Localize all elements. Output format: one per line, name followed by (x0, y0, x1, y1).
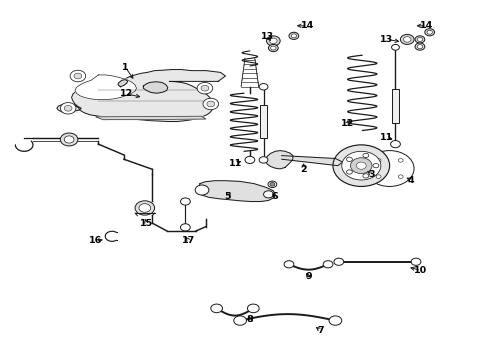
Text: 11: 11 (229, 159, 242, 168)
Circle shape (411, 258, 421, 265)
Circle shape (268, 181, 277, 188)
Polygon shape (198, 181, 275, 202)
Circle shape (197, 82, 213, 94)
Circle shape (350, 158, 372, 174)
Circle shape (356, 162, 366, 169)
Circle shape (391, 140, 400, 148)
Text: 16: 16 (89, 237, 102, 246)
Text: 5: 5 (224, 192, 231, 201)
Circle shape (400, 35, 414, 44)
Text: 14: 14 (420, 21, 433, 30)
Circle shape (333, 145, 390, 186)
Circle shape (245, 156, 255, 163)
Circle shape (417, 45, 422, 49)
Text: 12: 12 (341, 119, 354, 128)
Text: 12: 12 (120, 89, 133, 98)
Circle shape (363, 174, 369, 178)
Circle shape (323, 261, 333, 268)
Circle shape (398, 159, 403, 162)
Polygon shape (96, 116, 206, 120)
Circle shape (267, 36, 280, 46)
Circle shape (207, 101, 215, 107)
Text: 6: 6 (271, 192, 278, 201)
Circle shape (269, 44, 278, 51)
Bar (392, 89, 399, 123)
Circle shape (425, 29, 435, 36)
Circle shape (415, 36, 425, 43)
Text: 4: 4 (408, 176, 415, 185)
Text: 11: 11 (380, 133, 393, 142)
Circle shape (60, 133, 78, 146)
Text: 3: 3 (369, 170, 375, 179)
Circle shape (289, 32, 299, 40)
Text: 1: 1 (122, 63, 128, 72)
Text: 17: 17 (182, 237, 196, 246)
Circle shape (139, 204, 151, 212)
Circle shape (70, 70, 86, 82)
Circle shape (60, 103, 76, 114)
Circle shape (135, 201, 155, 215)
Circle shape (264, 191, 273, 198)
Circle shape (291, 34, 296, 38)
Text: 2: 2 (300, 165, 307, 174)
Circle shape (376, 159, 381, 162)
Bar (260, 105, 268, 138)
Circle shape (329, 316, 342, 325)
Polygon shape (282, 156, 343, 166)
Text: 8: 8 (246, 315, 253, 324)
Circle shape (376, 175, 381, 179)
Circle shape (417, 37, 422, 41)
Circle shape (270, 46, 276, 50)
Circle shape (180, 198, 190, 205)
Circle shape (74, 73, 82, 79)
Circle shape (270, 38, 277, 44)
Text: 7: 7 (318, 326, 324, 335)
Polygon shape (75, 75, 137, 100)
Circle shape (203, 98, 219, 110)
Circle shape (247, 304, 259, 313)
Circle shape (398, 175, 403, 179)
Circle shape (64, 136, 74, 143)
Circle shape (403, 37, 411, 42)
Polygon shape (118, 80, 128, 87)
Polygon shape (144, 82, 168, 93)
Circle shape (334, 258, 343, 265)
Circle shape (234, 316, 246, 325)
Circle shape (392, 44, 399, 50)
Text: 15: 15 (140, 219, 153, 228)
Circle shape (259, 84, 268, 90)
Circle shape (180, 224, 190, 231)
Text: 10: 10 (415, 266, 427, 275)
Circle shape (346, 157, 352, 162)
Text: 13: 13 (260, 32, 273, 41)
Circle shape (211, 304, 222, 313)
Circle shape (363, 153, 369, 158)
Text: 13: 13 (380, 35, 393, 44)
Circle shape (195, 185, 209, 195)
Circle shape (259, 157, 268, 163)
Circle shape (373, 163, 379, 168)
Circle shape (201, 85, 209, 91)
Text: 9: 9 (305, 272, 312, 281)
Circle shape (284, 261, 294, 268)
Circle shape (64, 105, 72, 111)
Circle shape (415, 43, 425, 50)
Polygon shape (266, 150, 293, 169)
Circle shape (270, 183, 275, 186)
Circle shape (342, 151, 381, 180)
Circle shape (346, 170, 352, 174)
Polygon shape (57, 69, 225, 122)
Text: 14: 14 (301, 21, 314, 30)
Circle shape (427, 30, 432, 34)
